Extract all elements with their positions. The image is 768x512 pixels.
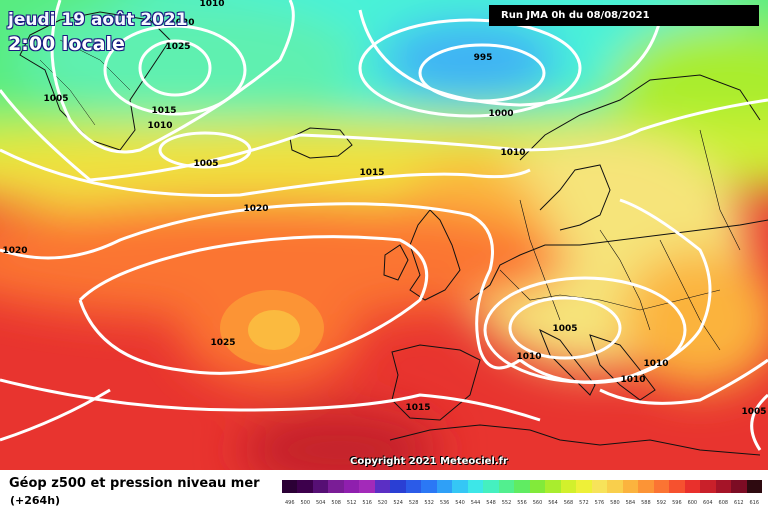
isobar-label: 1025 <box>165 42 190 52</box>
pressure-map: 1010 1020 1025 1005 1015 1010 1005 995 1… <box>0 0 768 470</box>
scale-label: 528 <box>408 500 419 506</box>
scale-swatch <box>529 480 546 493</box>
scale-label: 604 <box>703 500 713 506</box>
scale-swatch <box>700 480 716 493</box>
isobar-label: 1015 <box>359 168 384 178</box>
scale-swatch <box>622 480 639 493</box>
scale-swatch <box>297 480 313 493</box>
scale-label: 520 <box>377 500 388 506</box>
color-scale <box>282 480 763 493</box>
scale-label: 580 <box>610 500 620 506</box>
scale-swatch <box>607 480 623 493</box>
scale-swatch <box>390 480 406 493</box>
scale-label: 512 <box>346 500 357 506</box>
scale-swatch <box>374 480 391 493</box>
scale-label: 572 <box>579 500 589 506</box>
scale-swatch <box>328 480 344 493</box>
isobar-label: 1015 <box>405 403 430 413</box>
scale-label: 500 <box>300 500 310 506</box>
legend-title: Géop z500 et pression niveau mer <box>9 476 260 491</box>
scale-label: 560 <box>532 500 543 506</box>
isobar-label: 1005 <box>552 324 577 334</box>
legend-subtitle: (+264h) <box>10 494 61 507</box>
scale-label: 508 <box>331 500 341 506</box>
isobar-label: 1005 <box>43 94 68 104</box>
scale-label: 536 <box>439 500 450 506</box>
scale-label: 584 <box>625 500 636 506</box>
scale-label: 544 <box>470 500 481 506</box>
scale-swatch <box>452 480 468 493</box>
scale-swatch <box>638 480 654 493</box>
scale-swatch <box>312 480 329 493</box>
scale-label: 592 <box>656 500 667 506</box>
scale-swatch <box>514 480 530 493</box>
isobar-label: 1005 <box>193 159 218 169</box>
scale-label: 596 <box>672 500 682 506</box>
scale-label: 540 <box>455 500 465 506</box>
scale-swatch <box>436 480 453 493</box>
isobar-label: 995 <box>474 53 493 63</box>
scale-label: 612 <box>734 500 744 506</box>
scale-label: 564 <box>548 500 558 506</box>
scale-swatch <box>467 480 484 493</box>
scale-swatch <box>715 480 732 493</box>
run-info-box: Run JMA 0h du 08/08/2021 <box>489 5 759 26</box>
scale-label: 496 <box>284 500 295 506</box>
scale-swatch <box>653 480 670 493</box>
isobar-label: 1020 <box>243 204 268 214</box>
scale-swatch <box>282 480 298 493</box>
scale-label: 568 <box>563 500 574 506</box>
copyright-credit: Copyright 2021 Meteociel.fr <box>350 456 508 467</box>
isobar-label: 1010 <box>199 0 224 9</box>
forecast-date: jeudi 19 août 2021 <box>8 10 188 30</box>
scale-label: 524 <box>393 500 403 506</box>
color-scale-labels: 496 500 504 508 512 516 520 524 528 532 536 540 544 5… <box>282 500 762 510</box>
isobar-label: 1025 <box>210 338 235 348</box>
isobar-label: 1015 <box>151 106 176 116</box>
isobar-label: 1010 <box>500 148 525 158</box>
legend-footer: Géop z500 et pression niveau mer (+264h)… <box>0 470 768 512</box>
scale-label: 504 <box>315 500 326 506</box>
scale-swatch <box>591 480 608 493</box>
scale-label: 556 <box>517 500 527 506</box>
scale-swatch <box>498 480 515 493</box>
forecast-time: 2:00 locale <box>8 33 125 55</box>
scale-swatch <box>684 480 701 493</box>
isobar-label: 1010 <box>516 352 541 362</box>
scale-swatch <box>576 480 592 493</box>
scale-label: 548 <box>486 500 496 506</box>
isobar-label: 1010 <box>620 375 645 385</box>
scale-label: 516 <box>362 500 372 506</box>
scale-label: 588 <box>641 500 651 506</box>
scale-label: 608 <box>718 500 729 506</box>
scale-swatch <box>343 480 360 493</box>
scale-label: 532 <box>424 500 434 506</box>
scale-swatch <box>483 480 499 493</box>
scale-swatch <box>545 480 561 493</box>
isobar-label: 1000 <box>488 109 513 119</box>
scale-swatch <box>669 480 685 493</box>
isobar-label: 1020 <box>169 18 194 28</box>
scale-label: 576 <box>594 500 605 506</box>
isobar-label: 1010 <box>643 359 668 369</box>
isobar-label: 1010 <box>147 121 172 131</box>
scale-swatch <box>731 480 747 493</box>
scale-swatch <box>560 480 577 493</box>
isobar-label: 1005 <box>741 407 766 417</box>
scale-label: 616 <box>749 500 760 506</box>
scale-label: 552 <box>501 500 512 506</box>
isobar-label: 1020 <box>2 246 27 256</box>
scale-swatch <box>746 480 763 493</box>
scale-swatch <box>421 480 437 493</box>
scale-swatch <box>405 480 422 493</box>
scale-swatch <box>359 480 375 493</box>
scale-label: 600 <box>687 500 698 506</box>
